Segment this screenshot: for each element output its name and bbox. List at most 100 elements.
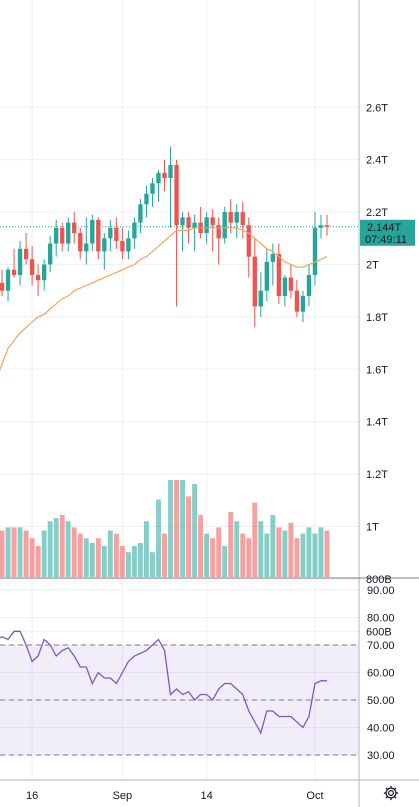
volume-bar bbox=[101, 546, 107, 577]
rsi-axis[interactable]: 90.00 80.00 70.00 60.00 50.00 40.00 30.00 bbox=[367, 585, 395, 762]
volume-bar bbox=[65, 521, 71, 577]
time-tick-label: Sep bbox=[113, 790, 133, 802]
candle-body bbox=[144, 193, 149, 205]
volume-bar bbox=[204, 533, 210, 577]
rsi-band-fill bbox=[0, 645, 359, 755]
price-axis[interactable]: 2.6T 2.4T 2.2T 2T 1.8T 1.6T 1.4T 1.2T 1T 800B 600B bbox=[366, 102, 392, 638]
volume-bars bbox=[0, 480, 330, 577]
rsi-tick-label: 80.00 bbox=[367, 613, 395, 625]
candle-body bbox=[156, 172, 161, 184]
volume-bar bbox=[107, 530, 113, 577]
volume-bar bbox=[180, 480, 186, 577]
candle-body bbox=[11, 269, 17, 275]
candle-body bbox=[60, 227, 65, 244]
candle-body bbox=[108, 227, 113, 239]
candle-body bbox=[306, 274, 312, 296]
price-tick-label: 1.8T bbox=[366, 312, 388, 324]
candle-body bbox=[90, 219, 95, 244]
volume-bar bbox=[83, 538, 89, 577]
volume-bar bbox=[150, 552, 155, 577]
candle-body bbox=[276, 254, 282, 296]
candle-body bbox=[174, 164, 179, 226]
rsi-tick-label: 50.00 bbox=[367, 695, 395, 707]
last-price-value: 2.144T bbox=[367, 222, 402, 234]
volume-bar bbox=[168, 480, 173, 577]
price-tick-label: 1.2T bbox=[366, 469, 388, 481]
rsi-line bbox=[0, 630, 327, 735]
candle-body bbox=[228, 212, 233, 223]
volume-bar bbox=[41, 530, 47, 577]
rsi-tick-label: 30.00 bbox=[367, 750, 395, 762]
volume-bar bbox=[258, 521, 264, 577]
candle-body bbox=[23, 248, 29, 260]
candle-body bbox=[120, 240, 125, 252]
volume-bar bbox=[216, 527, 222, 577]
candle-body bbox=[234, 212, 239, 223]
price-tick-label: 1.6T bbox=[366, 364, 388, 376]
moving-average-line bbox=[0, 227, 328, 372]
volume-bar bbox=[198, 515, 204, 577]
volume-bar bbox=[174, 480, 180, 577]
volume-bar bbox=[276, 527, 282, 577]
time-tick-label: 16 bbox=[26, 790, 38, 802]
candle-body bbox=[318, 225, 324, 228]
price-pane bbox=[0, 146, 359, 577]
candle-body bbox=[102, 238, 107, 252]
volume-bar bbox=[5, 527, 11, 577]
candle-body bbox=[294, 290, 300, 312]
candle-body bbox=[240, 212, 245, 226]
price-tick-label: 2.6T bbox=[366, 102, 388, 114]
candle-body bbox=[29, 259, 35, 275]
price-tick-label: 800B bbox=[366, 574, 392, 586]
volume-bar bbox=[47, 521, 53, 577]
candle-body bbox=[186, 217, 191, 228]
volume-bar bbox=[192, 484, 198, 577]
candle-body bbox=[246, 225, 251, 257]
price-tick-label: 1.4T bbox=[366, 417, 388, 429]
volume-bar bbox=[0, 530, 5, 577]
candle-body bbox=[150, 183, 155, 194]
candlesticks bbox=[0, 146, 330, 328]
candle-body bbox=[66, 222, 71, 244]
volume-bar bbox=[119, 546, 125, 577]
volume-bar bbox=[113, 533, 119, 577]
candle-body bbox=[300, 295, 306, 312]
volume-bar bbox=[234, 521, 240, 577]
gear-icon[interactable] bbox=[382, 784, 400, 802]
volume-bar bbox=[252, 502, 258, 577]
volume-bar bbox=[143, 521, 149, 577]
volume-bar bbox=[306, 527, 312, 577]
candle-body bbox=[78, 233, 83, 252]
time-tick-label: 14 bbox=[201, 790, 213, 802]
candle-body bbox=[114, 227, 119, 241]
volume-bar bbox=[270, 515, 276, 577]
candle-body bbox=[270, 254, 276, 262]
volume-bar bbox=[240, 533, 246, 577]
volume-bar bbox=[288, 522, 294, 577]
candle-body bbox=[0, 282, 5, 291]
candle-body bbox=[180, 217, 185, 226]
time-axis[interactable]: 16 Sep 14 Oct bbox=[26, 790, 324, 802]
candle-body bbox=[216, 225, 221, 239]
price-tick-label: 2.4T bbox=[366, 155, 388, 167]
candle-body bbox=[264, 261, 269, 291]
candle-body bbox=[162, 172, 167, 179]
candle-body bbox=[312, 227, 318, 275]
last-price-tag: 2.144T 07:49:11 bbox=[360, 219, 415, 246]
price-tick-label: 2.2T bbox=[366, 207, 388, 219]
volume-bar bbox=[324, 530, 330, 577]
rsi-tick-label: 70.00 bbox=[367, 640, 395, 652]
candle-body bbox=[324, 225, 330, 227]
volume-bar bbox=[246, 538, 252, 577]
candle-body bbox=[192, 222, 197, 228]
candle-body bbox=[258, 290, 263, 307]
candle-body bbox=[17, 248, 23, 275]
last-price-tag-bg bbox=[360, 219, 415, 246]
candle-body bbox=[222, 212, 227, 239]
candle-body bbox=[252, 256, 257, 307]
volume-bar bbox=[131, 546, 137, 577]
rsi-guide-lines bbox=[0, 644, 359, 756]
volume-bar bbox=[53, 518, 59, 577]
candle-body bbox=[126, 238, 131, 252]
